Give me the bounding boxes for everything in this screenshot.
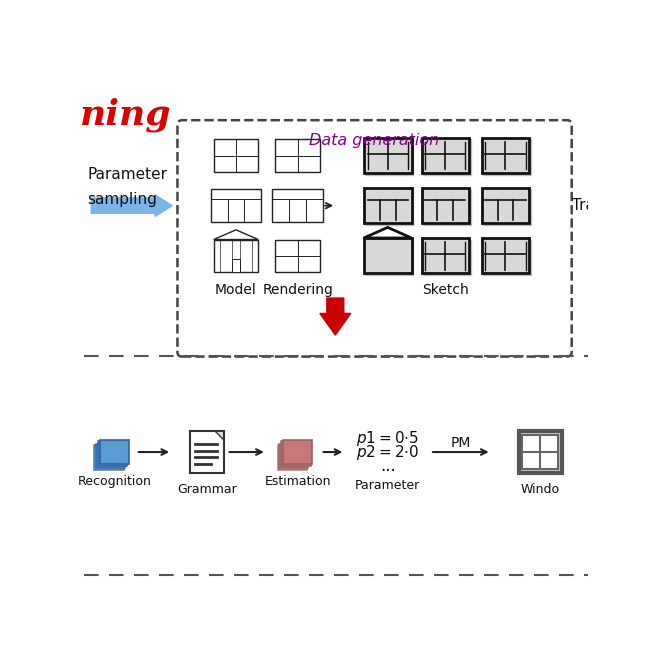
Bar <box>364 238 411 273</box>
FancyArrow shape <box>320 298 350 335</box>
Bar <box>422 138 469 174</box>
Bar <box>364 138 411 174</box>
Text: Estimation: Estimation <box>265 475 331 488</box>
Bar <box>214 240 258 272</box>
Text: ning: ning <box>80 98 171 132</box>
Bar <box>100 440 129 464</box>
Bar <box>483 189 531 225</box>
Text: Recognition: Recognition <box>77 475 151 488</box>
Bar <box>275 240 320 272</box>
Polygon shape <box>215 431 223 440</box>
Bar <box>283 440 312 464</box>
Bar <box>481 188 529 223</box>
Text: Grammar: Grammar <box>177 483 236 496</box>
Text: Windo: Windo <box>521 483 559 496</box>
Text: Parameter: Parameter <box>355 479 421 492</box>
Bar <box>279 443 309 468</box>
Bar <box>365 140 413 175</box>
Bar <box>272 189 323 222</box>
Bar <box>98 441 128 466</box>
Bar <box>231 259 240 272</box>
Text: Model: Model <box>215 283 257 297</box>
Text: $p1 = 0{\cdot}5$: $p1 = 0{\cdot}5$ <box>356 428 419 447</box>
Bar <box>481 238 529 273</box>
Bar <box>210 189 261 222</box>
Bar <box>278 445 307 470</box>
Bar <box>365 240 413 275</box>
Bar <box>523 435 558 469</box>
Text: Tra: Tra <box>572 198 595 213</box>
Bar <box>214 140 258 172</box>
Bar <box>483 140 531 175</box>
Bar <box>422 238 469 273</box>
Bar <box>423 189 471 225</box>
FancyArrow shape <box>91 195 172 216</box>
Bar <box>519 431 562 473</box>
Text: Data generation: Data generation <box>309 132 440 147</box>
Bar <box>275 140 320 172</box>
Text: ...: ... <box>380 457 396 475</box>
Bar <box>282 441 310 466</box>
Bar <box>481 138 529 174</box>
Bar <box>94 445 124 470</box>
Bar <box>422 188 469 223</box>
Text: sampling: sampling <box>87 192 157 207</box>
Bar <box>96 443 125 468</box>
Text: $p2 = 2{\cdot}0$: $p2 = 2{\cdot}0$ <box>356 443 419 462</box>
Bar <box>190 431 223 473</box>
Bar <box>423 140 471 175</box>
Bar <box>364 188 411 223</box>
Text: Sketch: Sketch <box>422 283 469 297</box>
Bar <box>365 189 413 225</box>
Bar <box>423 240 471 275</box>
Text: Rendering: Rendering <box>262 283 333 297</box>
Text: PM: PM <box>451 436 471 450</box>
Text: Parameter: Parameter <box>87 167 168 182</box>
Bar <box>483 240 531 275</box>
